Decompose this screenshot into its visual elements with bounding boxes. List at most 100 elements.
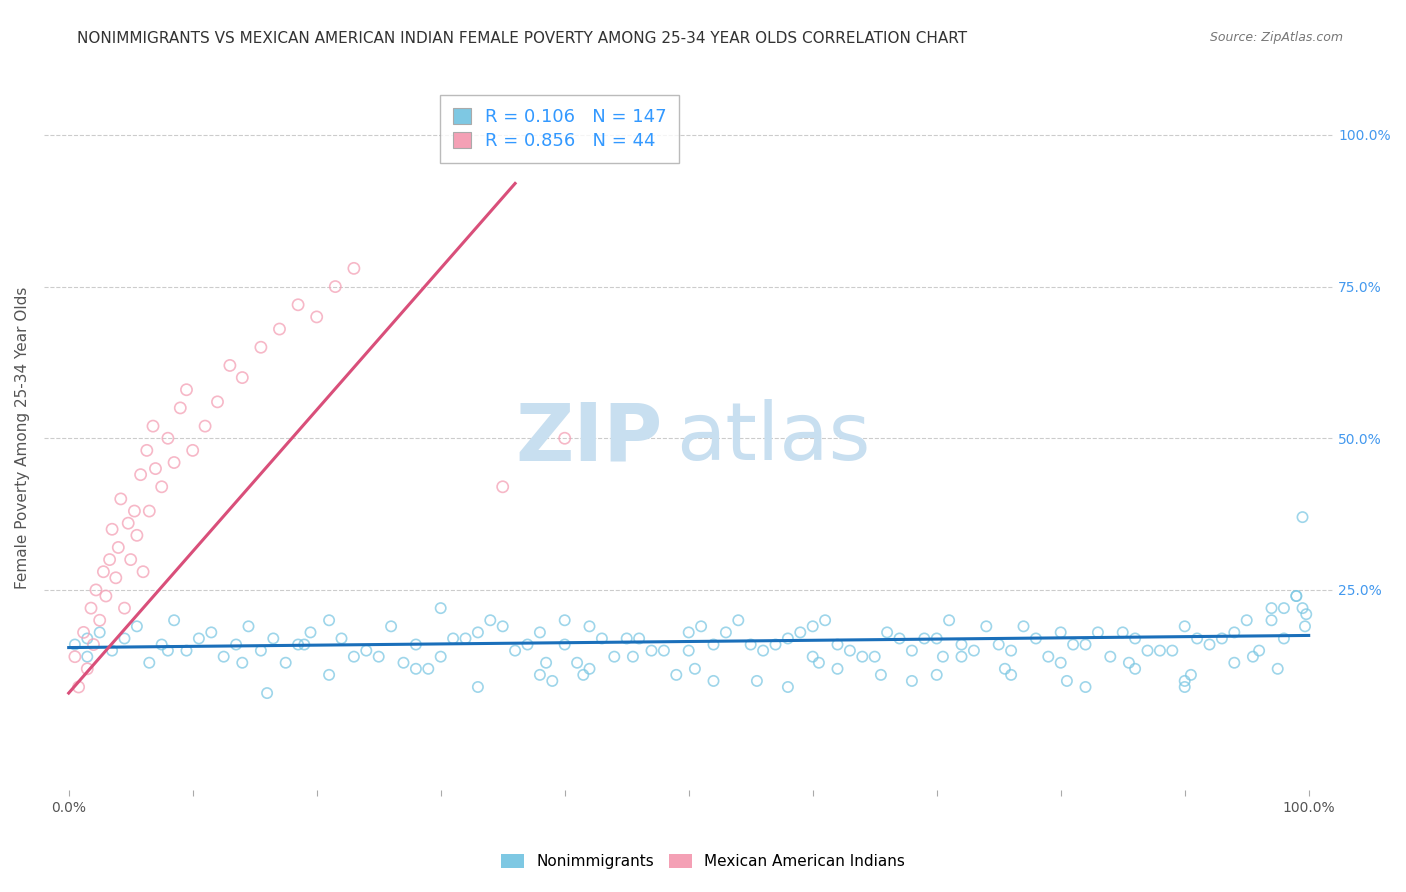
Point: [678, 643, 700, 657]
Point: [467, 625, 489, 640]
Point: [163, 613, 186, 627]
Point: [150, 480, 173, 494]
Point: [380, 619, 402, 633]
Point: [84, 582, 107, 597]
Point: [429, 601, 451, 615]
Point: [603, 649, 626, 664]
Point: [1291, 601, 1313, 615]
Point: [541, 673, 564, 688]
Point: [138, 656, 160, 670]
Point: [156, 643, 179, 657]
Point: [652, 643, 675, 657]
Point: [628, 632, 651, 646]
Point: [101, 643, 124, 657]
Point: [1174, 673, 1197, 688]
Point: [323, 279, 346, 293]
Point: [1123, 632, 1146, 646]
Point: [138, 504, 160, 518]
Point: [117, 516, 139, 531]
Point: [72, 625, 94, 640]
Point: [1211, 632, 1233, 646]
Point: [225, 638, 247, 652]
Point: [287, 638, 309, 652]
Y-axis label: Female Poverty Among 25-34 Year Olds: Female Poverty Among 25-34 Year Olds: [15, 287, 30, 590]
Point: [135, 443, 157, 458]
Point: [1272, 632, 1295, 646]
Point: [343, 649, 366, 664]
Point: [529, 668, 551, 682]
Point: [1112, 625, 1135, 640]
Point: [274, 656, 297, 670]
Point: [194, 419, 217, 434]
Point: [838, 643, 860, 657]
Point: [163, 456, 186, 470]
Point: [889, 632, 911, 646]
Point: [1099, 649, 1122, 664]
Point: [145, 461, 167, 475]
Point: [343, 261, 366, 276]
Point: [110, 491, 132, 506]
Point: [1074, 638, 1097, 652]
Point: [950, 638, 973, 652]
Point: [1123, 662, 1146, 676]
Point: [142, 419, 165, 434]
Text: Source: ZipAtlas.com: Source: ZipAtlas.com: [1209, 31, 1343, 45]
Point: [621, 649, 644, 664]
Point: [231, 370, 253, 384]
Point: [578, 662, 600, 676]
Point: [1272, 601, 1295, 615]
Point: [534, 656, 557, 670]
Point: [987, 638, 1010, 652]
Point: [262, 632, 284, 646]
Point: [418, 662, 440, 676]
Point: [963, 643, 986, 657]
Point: [827, 662, 849, 676]
Point: [429, 649, 451, 664]
Text: NONIMMIGRANTS VS MEXICAN AMERICAN INDIAN FEMALE POVERTY AMONG 25-34 YEAR OLDS CO: NONIMMIGRANTS VS MEXICAN AMERICAN INDIAN…: [77, 31, 967, 46]
Point: [851, 649, 873, 664]
Point: [392, 656, 415, 670]
Point: [870, 668, 893, 682]
Point: [1074, 680, 1097, 694]
Text: ZIP: ZIP: [516, 400, 662, 477]
Point: [80, 601, 103, 615]
Point: [863, 649, 886, 664]
Point: [932, 649, 955, 664]
Point: [912, 632, 935, 646]
Point: [231, 656, 253, 670]
Point: [807, 656, 830, 670]
Point: [1285, 589, 1308, 603]
Point: [1267, 662, 1289, 676]
Point: [200, 625, 222, 640]
Point: [565, 656, 588, 670]
Point: [256, 686, 278, 700]
Point: [578, 619, 600, 633]
Point: [292, 638, 315, 652]
Point: [727, 613, 749, 627]
Point: [516, 638, 538, 652]
Point: [212, 649, 235, 664]
Text: atlas: atlas: [676, 400, 870, 477]
Point: [93, 565, 115, 579]
Point: [94, 589, 117, 603]
Point: [125, 528, 148, 542]
Point: [554, 638, 576, 652]
Point: [98, 552, 121, 566]
Point: [776, 632, 799, 646]
Point: [1000, 668, 1022, 682]
Point: [89, 625, 111, 640]
Point: [67, 680, 90, 694]
Point: [1285, 589, 1308, 603]
Point: [572, 668, 595, 682]
Point: [101, 522, 124, 536]
Point: [156, 431, 179, 445]
Point: [994, 662, 1017, 676]
Point: [89, 613, 111, 627]
Point: [176, 383, 198, 397]
Point: [776, 680, 799, 694]
Point: [1000, 643, 1022, 657]
Point: [665, 668, 688, 682]
Point: [63, 649, 86, 664]
Point: [132, 565, 155, 579]
Point: [318, 613, 340, 627]
